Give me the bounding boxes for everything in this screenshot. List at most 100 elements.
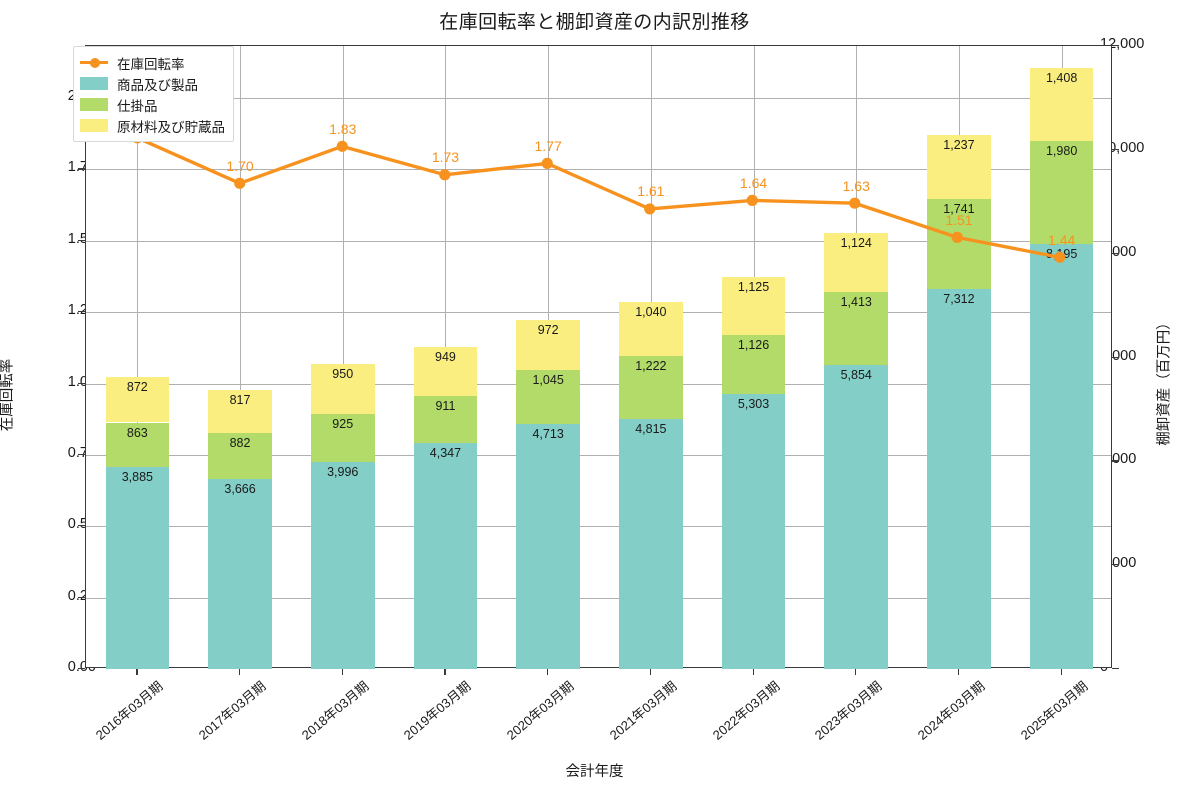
bar-segment[interactable]: [1029, 243, 1094, 669]
bar-segment[interactable]: [824, 365, 889, 669]
bar-segment[interactable]: [105, 467, 170, 669]
x-axis-tick-mark: [957, 668, 960, 675]
bar-segment[interactable]: [516, 424, 580, 669]
gridline-horizontal: [86, 597, 1111, 599]
bar-segment[interactable]: [721, 335, 786, 394]
line-marker[interactable]: [336, 140, 348, 152]
legend-item[interactable]: 原材料及び貯蔵品: [80, 115, 225, 136]
x-axis-tick-mark: [136, 668, 138, 675]
y-axis-left-tick-mark: [78, 239, 85, 242]
x-axis-tick-mark: [649, 668, 652, 675]
bar-segment[interactable]: [208, 432, 272, 479]
y-axis-right-tick-mark: [1112, 460, 1119, 462]
y-axis-right-tick-mark: [1112, 252, 1119, 254]
legend-color-swatch: [80, 98, 108, 111]
y-axis-right-tick-mark: [1112, 564, 1119, 566]
legend-item[interactable]: 商品及び製品: [80, 73, 225, 94]
gridline-horizontal: [86, 454, 1111, 456]
line-value-label: 1.63: [842, 177, 870, 194]
x-axis-tick-mark: [855, 668, 857, 675]
y-axis-right-tick-mark: [1112, 356, 1119, 358]
gridline-vertical: [342, 46, 344, 667]
legend-item[interactable]: 仕掛品: [80, 94, 225, 115]
line-value-label: 1.51: [945, 211, 973, 228]
y-axis-left-tick-mark: [78, 596, 85, 598]
y-axis-right-tick-label: 8,000: [1100, 243, 1137, 260]
bar-segment[interactable]: [516, 319, 580, 371]
y-axis-left-tick-mark: [78, 382, 85, 384]
legend-color-swatch: [80, 77, 108, 90]
line-marker[interactable]: [644, 203, 656, 215]
bar-segment[interactable]: [105, 422, 170, 468]
line-series-layer: [131, 132, 1066, 263]
bar-segment[interactable]: [1029, 140, 1094, 244]
bar-segment[interactable]: [927, 134, 991, 199]
bar-segment[interactable]: [927, 199, 991, 290]
bar-segment[interactable]: [208, 478, 272, 669]
line-value-label: 1.83: [329, 120, 357, 137]
legend-item[interactable]: 在庫回転率: [80, 52, 225, 73]
legend-item-label: 在庫回転率: [117, 56, 185, 72]
gridline-vertical: [137, 46, 139, 667]
y-axis-right-tick-label: 6,000: [1100, 347, 1137, 364]
line-value-label: 1.77: [534, 137, 562, 154]
x-axis-tick-label: 2020年03月期: [503, 678, 577, 743]
bar-segment[interactable]: [105, 377, 170, 423]
line-path: [135, 136, 1062, 259]
line-value-label: 1.73: [431, 149, 460, 166]
x-axis-tick-mark: [444, 668, 446, 675]
x-axis-tick-mark: [752, 668, 754, 675]
y-axis-left-tick-mark: [78, 668, 85, 670]
gridline-horizontal: [86, 169, 1111, 171]
gridline-vertical: [240, 46, 242, 667]
x-axis-tick-mark: [547, 668, 549, 675]
line-marker[interactable]: [541, 157, 553, 169]
bar-segment[interactable]: [1029, 67, 1094, 141]
y-axis-left-tick-mark: [78, 168, 85, 170]
line-marker[interactable]: [234, 177, 246, 189]
line-marker[interactable]: [1054, 251, 1066, 263]
gridline-horizontal: [86, 383, 1111, 385]
bar-segment[interactable]: [310, 461, 375, 669]
x-axis-tick-label: 2025年03月期: [1017, 678, 1091, 743]
gridline-horizontal: [86, 98, 1111, 100]
bar-segment[interactable]: [824, 291, 889, 366]
y-axis-right-tick-mark: [1112, 45, 1119, 47]
gridline-horizontal: [86, 312, 1111, 314]
line-marker[interactable]: [849, 197, 861, 209]
legend-line-marker-icon: [80, 56, 108, 69]
bar-segment[interactable]: [310, 413, 375, 462]
bar-segment[interactable]: [824, 233, 889, 292]
line-marker[interactable]: [439, 169, 451, 181]
bar-segment[interactable]: [721, 276, 786, 336]
legend-item-label: 原材料及び貯蔵品: [117, 119, 225, 135]
y-axis-right-tick-label: 2,000: [1100, 555, 1137, 572]
bar-segment[interactable]: [310, 364, 375, 414]
bar-segment[interactable]: [619, 419, 683, 669]
y-axis-left-label: 在庫回転率: [0, 358, 16, 431]
bar-segment[interactable]: [413, 346, 478, 397]
line-marker[interactable]: [746, 194, 758, 206]
bar-segment[interactable]: [413, 396, 478, 444]
x-axis-tick-label: 2024年03月期: [914, 678, 988, 743]
bar-segment[interactable]: [208, 390, 272, 433]
bar-segment[interactable]: [516, 370, 580, 425]
bar-segment[interactable]: [619, 301, 683, 356]
line-marker[interactable]: [951, 231, 963, 243]
legend-item-label: 商品及び製品: [117, 77, 198, 93]
gridline-horizontal: [86, 240, 1111, 242]
line-value-label: 1.61: [637, 183, 665, 200]
bar-segment[interactable]: [927, 289, 991, 669]
x-axis-tick-label: 2017年03月期: [195, 678, 269, 743]
gridline-horizontal: [86, 526, 1111, 528]
bar-segment[interactable]: [413, 443, 478, 669]
x-axis-tick-mark: [341, 668, 343, 675]
chart-legend[interactable]: 在庫回転率商品及び製品 仕掛品原材料及び貯蔵品: [73, 46, 234, 142]
y-axis-left-tick-mark: [78, 453, 85, 456]
x-axis-tick-label: 2016年03月期: [93, 678, 166, 743]
bar-segment[interactable]: [721, 393, 786, 669]
bar-segment[interactable]: [619, 355, 683, 420]
y-axis-right-tick-label: 4,000: [1100, 451, 1137, 468]
y-axis-right-tick-mark: [1112, 148, 1119, 151]
y-axis-right-tick-label: 10,000: [1100, 139, 1145, 156]
